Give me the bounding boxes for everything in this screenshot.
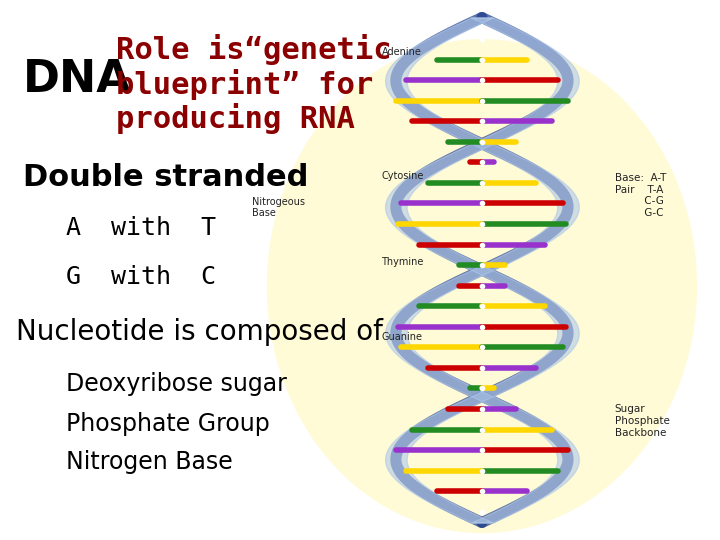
Text: Guanine: Guanine: [382, 332, 423, 342]
Text: G  with  C: G with C: [66, 265, 216, 288]
Text: Cytosine: Cytosine: [382, 171, 424, 181]
Text: Double stranded: Double stranded: [23, 163, 308, 192]
Text: Role is“genetic: Role is“genetic: [116, 33, 392, 65]
Text: blueprint” for: blueprint” for: [116, 69, 374, 99]
Text: Sugar
Phosphate
Backbone: Sugar Phosphate Backbone: [615, 404, 670, 437]
Text: Base:  A-T
Pair    T-A
         C-G
         G-C: Base: A-T Pair T-A C-G G-C: [615, 173, 666, 218]
Text: A  with  T: A with T: [66, 217, 216, 240]
Text: Deoxyribose sugar: Deoxyribose sugar: [66, 372, 287, 396]
Text: Nucleotide is composed of: Nucleotide is composed of: [16, 319, 382, 346]
Ellipse shape: [267, 39, 697, 533]
Text: Nitrogen Base: Nitrogen Base: [66, 450, 233, 474]
Text: Nitrogeous
Base: Nitrogeous Base: [253, 197, 305, 218]
Text: Adenine: Adenine: [382, 47, 421, 57]
Text: producing RNA: producing RNA: [116, 104, 355, 134]
Text: DNA: DNA: [23, 58, 132, 101]
Text: Phosphate Group: Phosphate Group: [66, 413, 270, 436]
Text: Thymine: Thymine: [382, 256, 424, 267]
